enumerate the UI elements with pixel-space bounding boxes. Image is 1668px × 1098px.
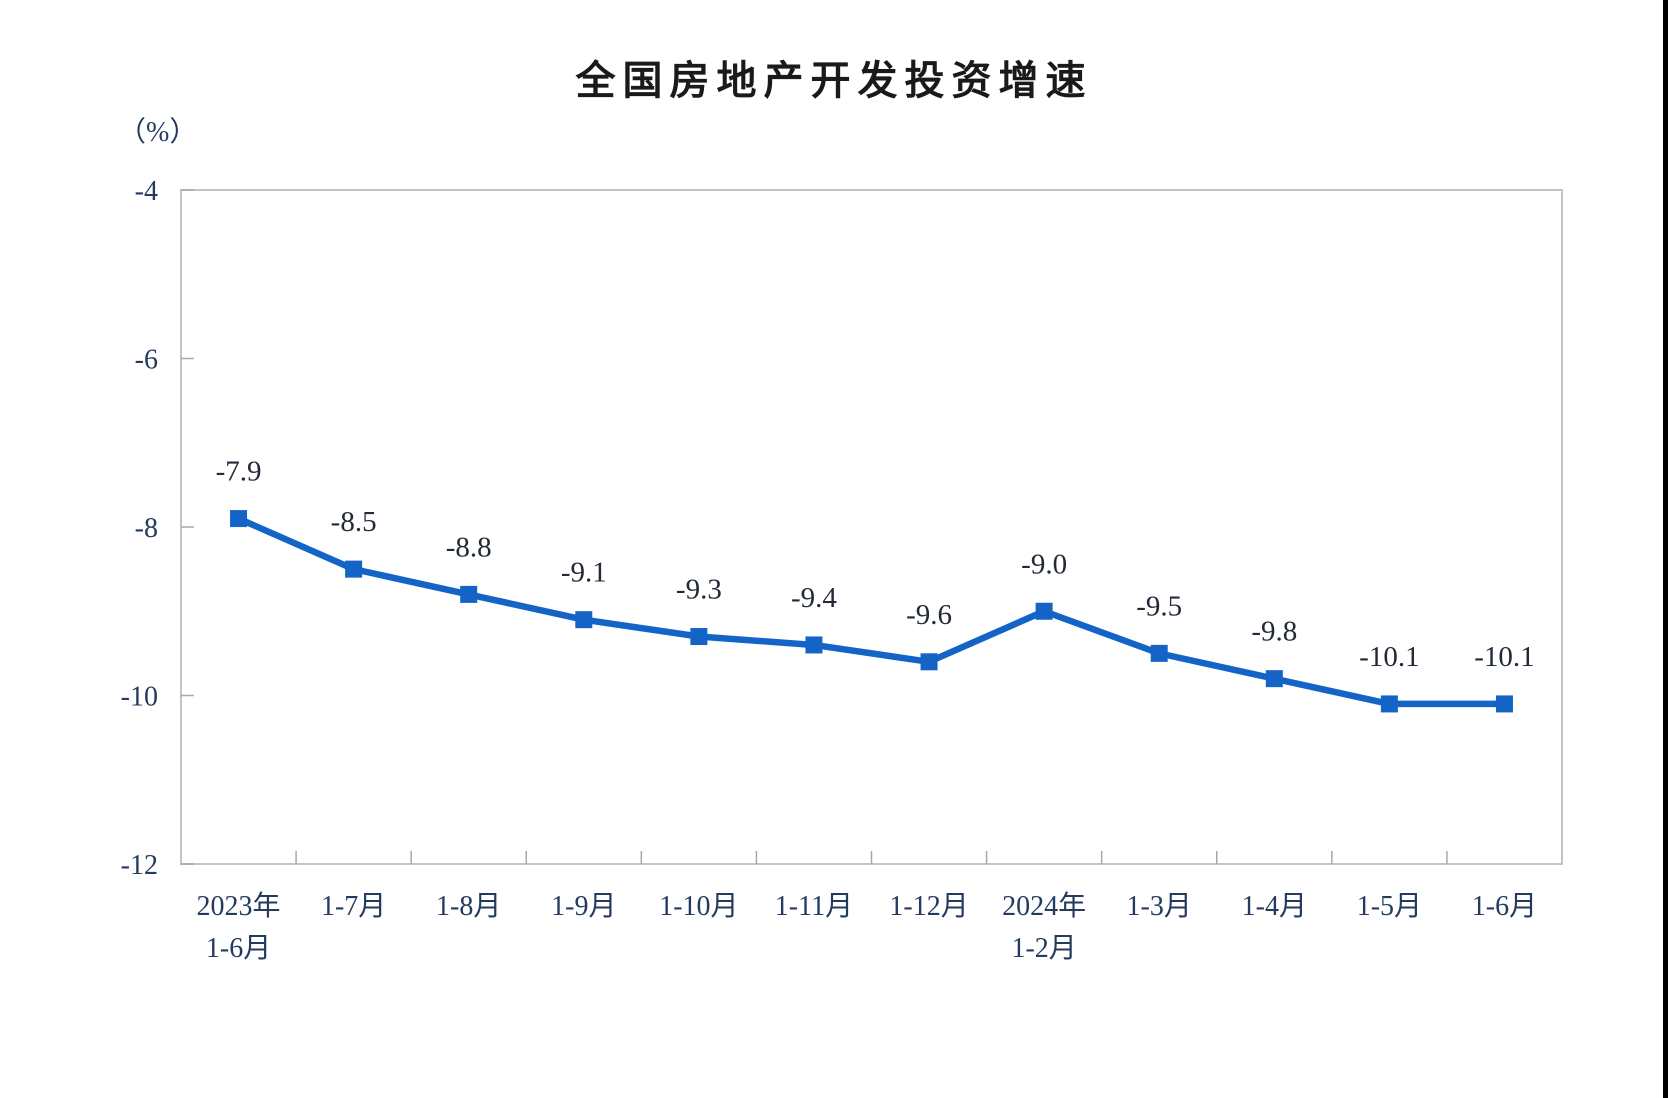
data-point-marker xyxy=(1035,602,1053,620)
x-axis-category-label: 1-6月 xyxy=(1472,891,1537,922)
x-axis-category-label: 1-11月 xyxy=(775,891,853,922)
x-axis-category-label-line2: 1-6月 xyxy=(206,933,271,964)
x-axis-category-label: 2023年 xyxy=(197,890,281,922)
data-point-marker xyxy=(805,636,823,654)
data-point-label: -7.9 xyxy=(216,456,262,488)
data-point-marker xyxy=(575,611,593,629)
data-point-label: -9.8 xyxy=(1251,616,1297,648)
x-axis-category-label: 2024年 xyxy=(1002,890,1086,922)
y-axis-tick-label: -12 xyxy=(121,850,158,881)
data-point-label: -8.5 xyxy=(331,506,377,538)
data-point-marker xyxy=(690,628,708,646)
data-point-label: -9.1 xyxy=(561,557,607,589)
y-axis-unit-label: （%） xyxy=(118,117,198,148)
data-point-label: -9.6 xyxy=(906,599,952,631)
data-point-marker xyxy=(920,653,938,671)
x-axis-category-label: 1-5月 xyxy=(1357,891,1422,922)
chart-title: 全国房地产开发投资增速 xyxy=(575,58,1093,104)
x-axis-category-label: 1-10月 xyxy=(659,891,738,922)
data-point-label: -9.0 xyxy=(1021,548,1067,580)
data-point-marker xyxy=(1495,695,1513,713)
data-point-label: -10.1 xyxy=(1474,641,1534,673)
x-axis-category-label: 1-3月 xyxy=(1127,891,1192,922)
series-line xyxy=(235,515,1508,708)
data-point-label: -9.4 xyxy=(791,582,837,614)
data-point-marker xyxy=(1265,670,1283,688)
plot-area-border xyxy=(180,189,1563,865)
y-axis-tick-label: -4 xyxy=(135,176,158,207)
data-point-label: -9.5 xyxy=(1136,590,1182,622)
data-point-marker xyxy=(230,510,248,528)
x-axis-category-label: 1-8月 xyxy=(436,891,501,922)
data-point-marker xyxy=(1380,695,1398,713)
data-point-label: -8.8 xyxy=(446,531,492,563)
x-axis-category-label: 1-12月 xyxy=(889,891,968,922)
y-axis-tick-label: -8 xyxy=(135,513,158,544)
data-point-label: -10.1 xyxy=(1359,641,1419,673)
x-axis-category-label: 1-7月 xyxy=(321,891,386,922)
data-point-label: -9.3 xyxy=(676,574,722,606)
screen-edge-bar xyxy=(1663,0,1668,1098)
y-axis-tick-label: -10 xyxy=(121,682,158,713)
data-point-marker xyxy=(345,560,363,578)
x-axis-category-label-line2: 1-2月 xyxy=(1011,933,1076,964)
x-axis-category-label: 1-9月 xyxy=(551,891,616,922)
data-point-marker xyxy=(1150,644,1168,662)
data-point-marker xyxy=(460,585,478,603)
y-axis-tick-label: -6 xyxy=(135,345,158,376)
x-axis-category-label: 1-4月 xyxy=(1242,891,1307,922)
